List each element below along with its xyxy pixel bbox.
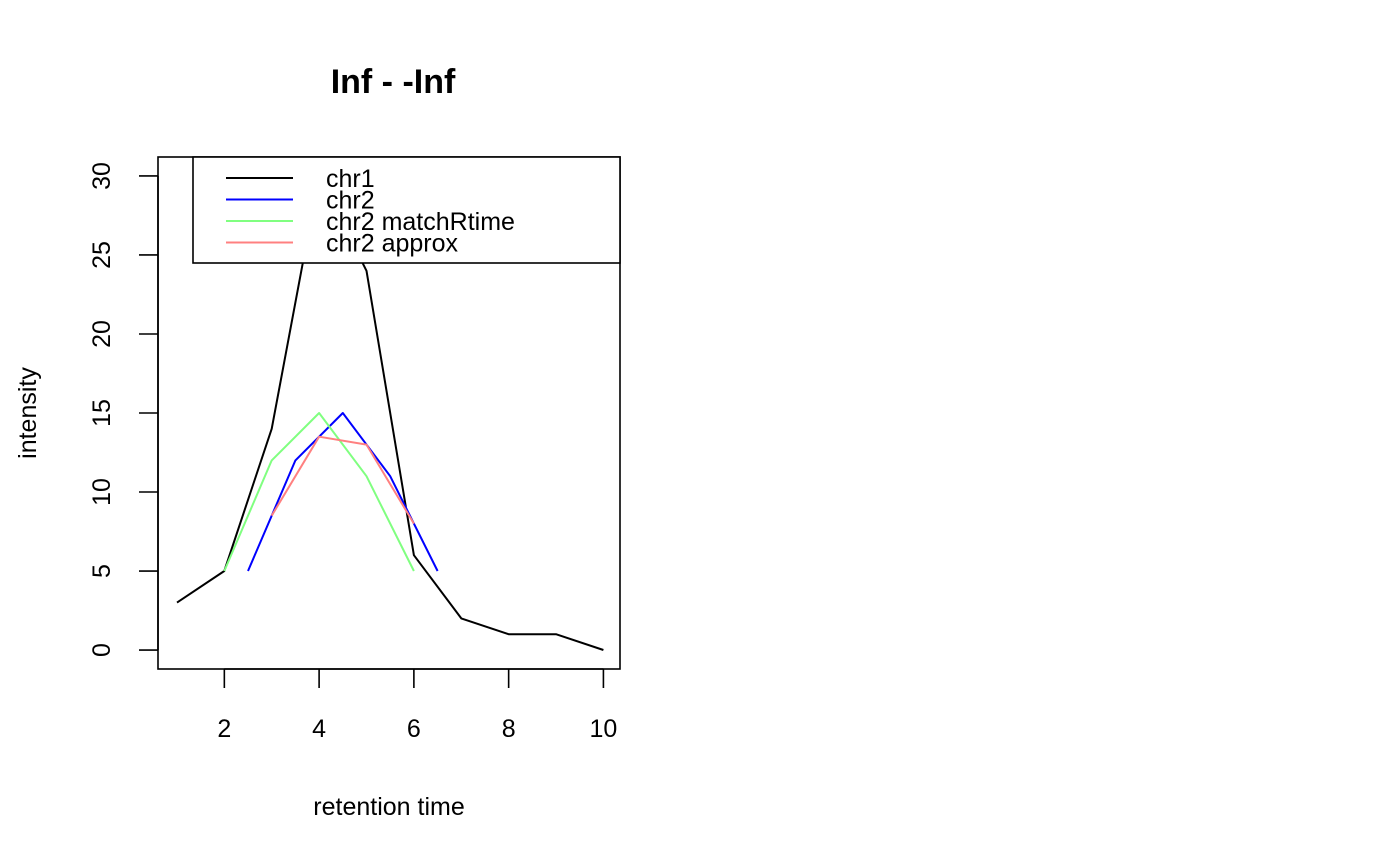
y-tick-label: 30	[88, 162, 116, 190]
legend-box	[192, 156, 621, 264]
x-tick-label: 8	[502, 715, 516, 743]
y-tick-label: 0	[88, 643, 116, 657]
x-axis-title: retention time	[313, 793, 464, 821]
y-tick-label: 10	[88, 478, 116, 506]
plot-lines	[176, 175, 604, 651]
legend-label-1: chr2	[326, 187, 375, 215]
chart-title: Inf - -Inf	[331, 63, 456, 101]
x-tick-label: 6	[407, 715, 421, 743]
series-line-2	[223, 412, 415, 572]
series-line-0	[176, 175, 604, 651]
legend-label-2: chr2 matchRtime	[326, 208, 515, 236]
x-axis: 2 4 6 8 10	[217, 668, 618, 743]
x-tick-label: 4	[312, 715, 326, 743]
x-tick-label: 2	[217, 715, 231, 743]
y-axis-title: intensity	[14, 367, 42, 459]
x-tick-label: 10	[590, 715, 618, 743]
y-tick-label: 5	[88, 564, 116, 578]
y-tick-label: 15	[88, 399, 116, 427]
legend-label-3: chr2 approx	[326, 230, 459, 258]
legend-label-0: chr1	[326, 165, 375, 193]
y-axis: 0 5 10 15 20 25 30	[88, 162, 159, 657]
y-tick-label: 25	[88, 241, 116, 269]
series-line-3	[270, 435, 415, 525]
series-line-1	[247, 412, 439, 572]
y-tick-label: 20	[88, 320, 116, 348]
